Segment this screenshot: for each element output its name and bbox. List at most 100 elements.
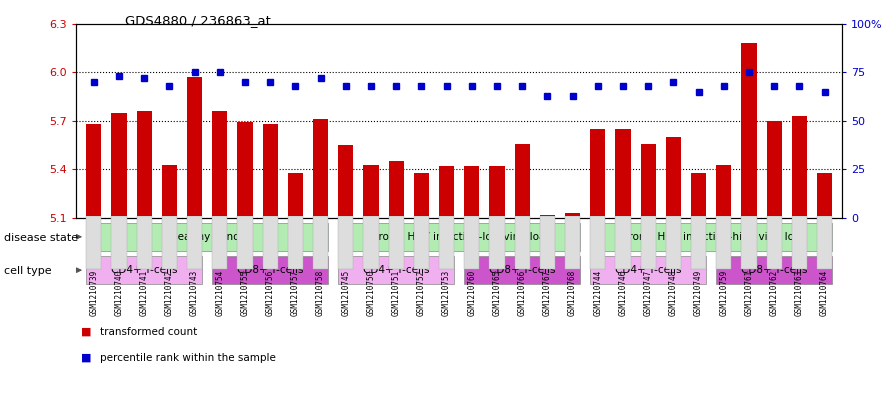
- Bar: [111, 113, 126, 218]
- Bar: [389, 216, 404, 269]
- Text: GSM1210752: GSM1210752: [417, 270, 426, 316]
- Bar: [514, 143, 530, 218]
- Bar: [716, 216, 731, 269]
- Bar: [464, 216, 479, 269]
- Text: GSM1210763: GSM1210763: [795, 270, 804, 316]
- Bar: [742, 216, 756, 269]
- Bar: [339, 256, 454, 285]
- Text: CD4+ T-cells: CD4+ T-cells: [615, 265, 682, 275]
- Text: GDS4880 / 236863_at: GDS4880 / 236863_at: [125, 14, 271, 27]
- Text: GSM1210750: GSM1210750: [366, 270, 375, 316]
- Text: CD4+ T-cells: CD4+ T-cells: [111, 265, 177, 275]
- Bar: [590, 222, 832, 251]
- Bar: [439, 216, 454, 269]
- Text: GSM1210747: GSM1210747: [643, 270, 652, 316]
- Bar: [565, 216, 581, 269]
- Text: CD8+ T-cells: CD8+ T-cells: [489, 265, 556, 275]
- Bar: [288, 173, 303, 218]
- Bar: [716, 256, 832, 285]
- Text: GSM1210766: GSM1210766: [518, 270, 527, 316]
- Bar: [590, 129, 606, 218]
- Text: GSM1210767: GSM1210767: [543, 270, 552, 316]
- Bar: [237, 123, 253, 218]
- Bar: [817, 216, 832, 269]
- Text: GSM1210755: GSM1210755: [240, 270, 249, 316]
- Bar: [86, 124, 101, 218]
- Bar: [86, 216, 101, 269]
- Text: GSM1210753: GSM1210753: [442, 270, 451, 316]
- Text: GSM1210751: GSM1210751: [392, 270, 401, 316]
- Text: CD4+ T-cells: CD4+ T-cells: [363, 265, 429, 275]
- Bar: [742, 43, 756, 218]
- Text: CD8+ T-cells: CD8+ T-cells: [741, 265, 807, 275]
- Bar: [565, 213, 581, 218]
- Text: cell type: cell type: [4, 266, 52, 276]
- Bar: [616, 216, 631, 269]
- Bar: [237, 216, 253, 269]
- Bar: [539, 215, 555, 218]
- Bar: [339, 222, 581, 251]
- Text: percentile rank within the sample: percentile rank within the sample: [100, 353, 276, 363]
- Bar: [288, 216, 303, 269]
- Text: GSM1210742: GSM1210742: [165, 270, 174, 316]
- Text: GSM1210754: GSM1210754: [215, 270, 224, 316]
- Text: ■: ■: [81, 353, 91, 363]
- Bar: [364, 165, 378, 218]
- Text: ■: ■: [81, 327, 91, 337]
- Bar: [212, 111, 228, 218]
- Text: GSM1210764: GSM1210764: [820, 270, 829, 316]
- Bar: [439, 166, 454, 218]
- Bar: [136, 111, 151, 218]
- Bar: [489, 216, 504, 269]
- Bar: [136, 216, 151, 269]
- Bar: [339, 216, 353, 269]
- Text: GSM1210759: GSM1210759: [719, 270, 728, 316]
- Text: GSM1210743: GSM1210743: [190, 270, 199, 316]
- Text: chronic HCV infection-high viral load: chronic HCV infection-high viral load: [616, 232, 806, 242]
- Bar: [364, 216, 378, 269]
- Text: GSM1210768: GSM1210768: [568, 270, 577, 316]
- Bar: [389, 162, 404, 218]
- Bar: [691, 173, 706, 218]
- Bar: [111, 216, 126, 269]
- Text: GSM1210739: GSM1210739: [90, 270, 99, 316]
- Text: GSM1210745: GSM1210745: [341, 270, 350, 316]
- Bar: [162, 216, 177, 269]
- Text: GSM1210748: GSM1210748: [669, 270, 678, 316]
- Text: GSM1210744: GSM1210744: [593, 270, 602, 316]
- Bar: [666, 216, 681, 269]
- Bar: [767, 216, 781, 269]
- Bar: [464, 166, 479, 218]
- Bar: [162, 165, 177, 218]
- Bar: [313, 216, 328, 269]
- Bar: [514, 216, 530, 269]
- Bar: [414, 216, 429, 269]
- Bar: [590, 256, 706, 285]
- Bar: [414, 173, 429, 218]
- Bar: [716, 165, 731, 218]
- Bar: [641, 216, 656, 269]
- Bar: [767, 121, 781, 218]
- Bar: [313, 119, 328, 218]
- Text: chronic HCV infection-low viral load: chronic HCV infection-low viral load: [366, 232, 552, 242]
- Bar: [187, 77, 202, 218]
- Text: GSM1210762: GSM1210762: [770, 270, 779, 316]
- Bar: [263, 124, 278, 218]
- Text: GSM1210749: GSM1210749: [694, 270, 703, 316]
- Text: GSM1210765: GSM1210765: [493, 270, 502, 316]
- Bar: [792, 116, 807, 218]
- Text: GSM1210746: GSM1210746: [618, 270, 627, 316]
- Bar: [86, 222, 328, 251]
- Bar: [187, 216, 202, 269]
- Bar: [339, 145, 353, 218]
- Bar: [539, 216, 555, 269]
- Text: disease state: disease state: [4, 233, 79, 243]
- Text: GSM1210761: GSM1210761: [745, 270, 754, 316]
- Text: healthy donor: healthy donor: [171, 232, 244, 242]
- Bar: [86, 256, 202, 285]
- Bar: [792, 216, 807, 269]
- Bar: [212, 216, 228, 269]
- Bar: [464, 256, 581, 285]
- Bar: [590, 216, 606, 269]
- Bar: [666, 137, 681, 218]
